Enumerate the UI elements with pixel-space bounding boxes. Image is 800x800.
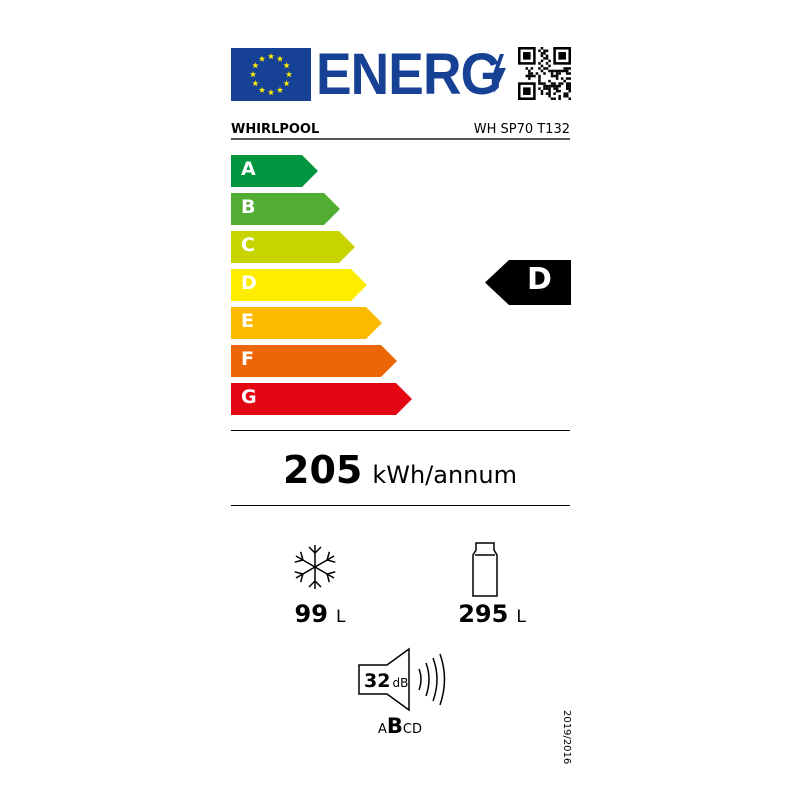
regulation-number: 2019/2016	[561, 710, 572, 765]
freezer-unit: L	[335, 607, 346, 627]
freezer-value: 99	[294, 600, 328, 628]
fridge-volume: 295 L	[432, 600, 552, 628]
divider	[231, 505, 570, 506]
energy-class-bar-a: A	[231, 155, 318, 187]
star-icon	[249, 71, 257, 78]
noise-value: 32	[364, 670, 391, 692]
energy-logo-text: ENERG	[316, 42, 502, 107]
energy-class-bar-c: C	[231, 231, 355, 263]
energy-class-letter: A	[241, 158, 256, 180]
star-icon	[258, 55, 266, 62]
energy-class-bar-b: B	[231, 193, 340, 225]
snowflake-icon	[294, 545, 336, 589]
noise-class-scale: ABCD	[360, 714, 440, 738]
energy-consumption: 205 kWh/annum	[0, 448, 800, 492]
star-icon	[252, 62, 259, 69]
energy-class-letter: E	[241, 310, 254, 332]
noise-class-active: B	[386, 714, 403, 738]
star-icon	[276, 86, 284, 93]
star-icon	[267, 53, 275, 60]
energy-class-letter: G	[241, 386, 257, 408]
energy-value: 205	[283, 448, 363, 492]
energy-class-bar-d: D	[231, 269, 367, 301]
qr-code-icon	[518, 47, 571, 100]
rating-letter: D	[527, 262, 552, 297]
noise-class-a: A	[377, 722, 387, 737]
energy-class-letter: F	[241, 348, 254, 370]
star-icon	[258, 86, 266, 93]
speaker-icon	[358, 647, 446, 712]
star-icon	[252, 80, 259, 87]
energy-class-letter: B	[241, 196, 256, 218]
supplier-name: WHIRLPOOL	[231, 122, 320, 137]
model-identifier: WH SP70 T132	[473, 122, 570, 137]
star-icon	[276, 55, 284, 62]
star-icon	[283, 62, 290, 69]
energy-class-bar-f: F	[231, 345, 397, 377]
freezer-volume: 99 L	[260, 600, 380, 628]
energy-unit: kWh/annum	[372, 461, 517, 489]
noise-unit: dB	[392, 676, 409, 690]
energy-class-bar-e: E	[231, 307, 382, 339]
divider	[231, 430, 570, 431]
eu-flag-icon	[231, 48, 311, 101]
noise-level: 32 dB	[364, 670, 408, 692]
fridge-value: 295	[458, 600, 509, 628]
energy-class-bar-g: G	[231, 383, 412, 415]
rating-arrow	[485, 260, 571, 305]
noise-class-cd: CD	[402, 722, 422, 737]
fridge-unit: L	[516, 607, 526, 627]
fridge-bottle-icon	[472, 542, 498, 597]
star-icon	[285, 71, 293, 78]
energy-class-letter: D	[241, 272, 257, 294]
lightning-icon	[492, 54, 506, 94]
star-icon	[283, 80, 290, 87]
energy-class-letter: C	[241, 234, 255, 256]
divider	[231, 138, 570, 140]
star-icon	[267, 89, 275, 96]
